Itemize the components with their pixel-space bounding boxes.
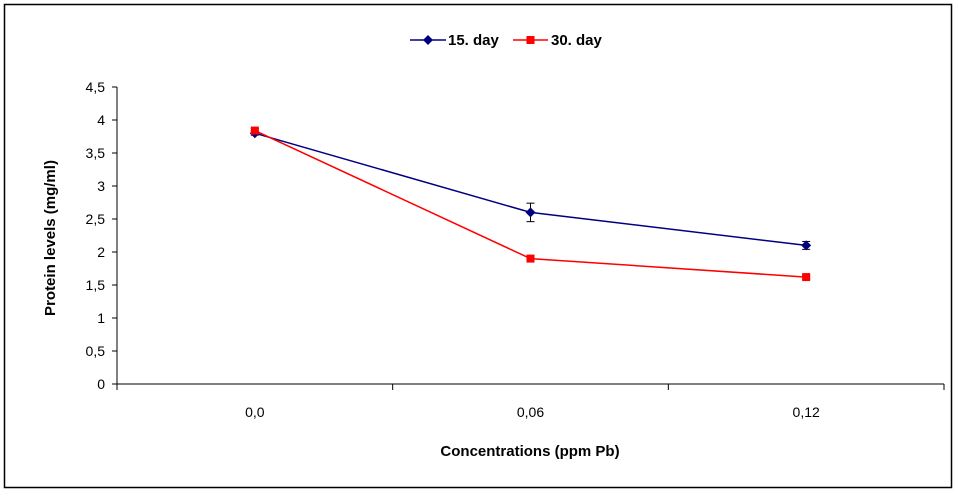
legend-item-30-day: 30. day [513,32,603,49]
y-axis-ticks: 0 0,5 1 1,5 2 2,5 3 3,5 4 4,5 [86,79,117,392]
x-axis-title: Concentrations (ppm Pb) [440,443,619,460]
x-axis-ticks: 0,0 0,06 0,12 [116,384,945,420]
legend-marker-15-day [423,35,433,45]
y-tick-label: 1 [97,310,105,326]
chart-border [3,3,953,489]
plot-area [249,126,812,282]
y-axis-title: Protein levels (mg/ml) [42,160,59,316]
y-tick-label: 1,5 [86,277,106,293]
data-point-30-day [802,273,811,282]
x-tick-label: 0,12 [793,404,820,420]
legend-label-30-day: 30. day [551,32,603,49]
data-point-30-day [250,126,259,135]
y-tick-label: 2 [97,244,105,260]
y-tick-label: 2,5 [86,211,106,227]
y-tick-label: 3,5 [86,145,106,161]
data-point-30-day [526,254,535,263]
data-point-15-day [525,207,536,218]
data-point-15-day [801,240,812,251]
y-tick-label: 4,5 [86,79,106,95]
x-tick-label: 0,0 [245,404,265,420]
y-tick-label: 4 [97,112,105,128]
y-tick-label: 0,5 [86,343,106,359]
y-tick-label: 3 [97,178,105,194]
legend-marker-30-day [526,36,535,44]
y-tick-label: 0 [97,376,105,392]
x-tick-label: 0,06 [517,404,544,420]
legend: 15. day 30. day [410,32,603,49]
legend-item-15-day: 15. day [410,32,500,49]
legend-label-15-day: 15. day [448,32,500,49]
